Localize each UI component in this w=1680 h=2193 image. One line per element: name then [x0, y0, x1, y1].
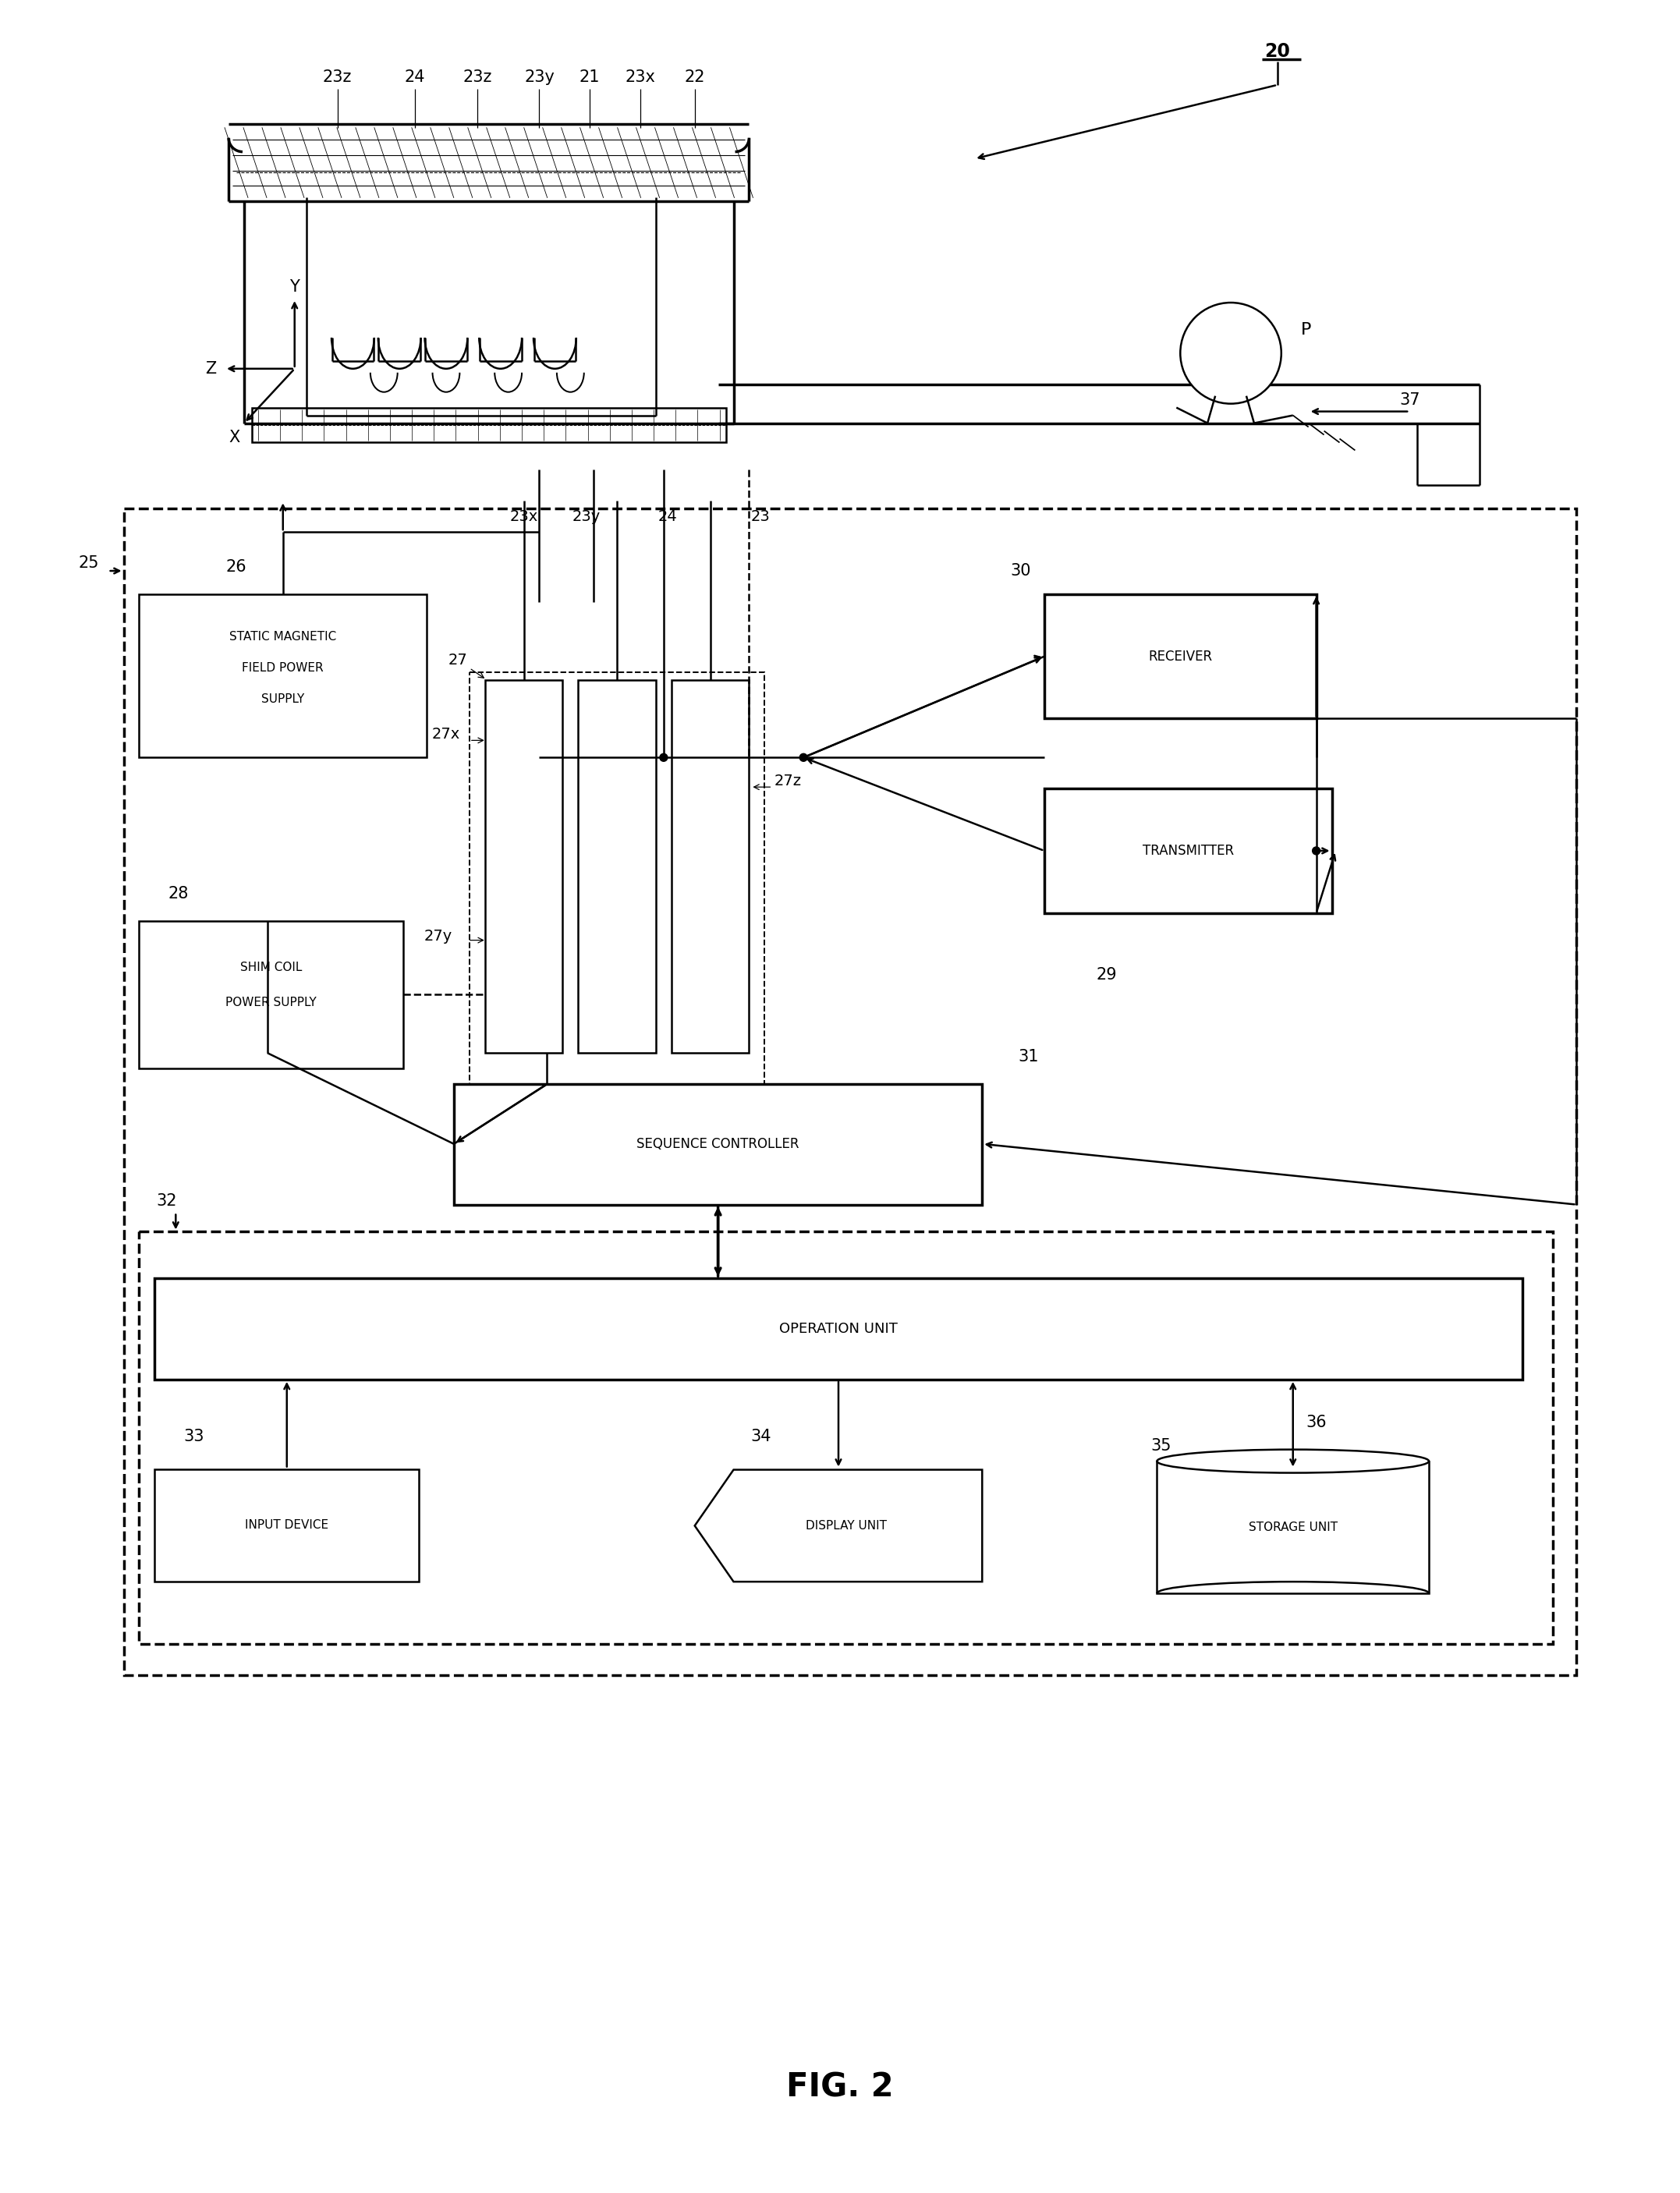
- Text: 23x: 23x: [625, 70, 655, 86]
- Text: 20: 20: [1265, 42, 1290, 61]
- Bar: [139, 594, 427, 757]
- Circle shape: [1312, 846, 1320, 855]
- Text: TRANSMITTER: TRANSMITTER: [1142, 844, 1233, 857]
- Bar: [155, 1469, 418, 1581]
- Text: 24: 24: [405, 70, 425, 86]
- Text: 35: 35: [1151, 1439, 1171, 1454]
- Text: 27y: 27y: [423, 930, 452, 943]
- Text: 23y: 23y: [571, 509, 600, 524]
- Text: FIELD POWER: FIELD POWER: [242, 662, 324, 673]
- Text: Y: Y: [289, 279, 299, 294]
- Text: 25: 25: [79, 555, 99, 570]
- Text: 34: 34: [751, 1428, 771, 1445]
- Circle shape: [800, 754, 808, 761]
- Text: X: X: [228, 430, 240, 445]
- Text: 37: 37: [1399, 393, 1420, 408]
- Bar: [486, 680, 563, 1053]
- Bar: [1045, 594, 1315, 719]
- Text: OPERATION UNIT: OPERATION UNIT: [780, 1322, 897, 1336]
- Text: 27: 27: [449, 654, 467, 667]
- Text: 31: 31: [1018, 1048, 1040, 1064]
- Text: POWER SUPPLY: POWER SUPPLY: [225, 996, 318, 1009]
- Text: 28: 28: [168, 886, 188, 901]
- Text: INPUT DEVICE: INPUT DEVICE: [245, 1520, 329, 1531]
- Text: 33: 33: [183, 1428, 203, 1445]
- Circle shape: [1181, 303, 1282, 404]
- Bar: [252, 408, 726, 443]
- Bar: [1045, 789, 1332, 912]
- Ellipse shape: [1158, 1450, 1430, 1474]
- Text: 36: 36: [1305, 1414, 1327, 1430]
- Text: Z: Z: [205, 362, 217, 377]
- Text: 32: 32: [156, 1193, 176, 1208]
- Bar: [139, 921, 403, 1068]
- Bar: [672, 680, 749, 1053]
- Text: 24: 24: [659, 509, 677, 524]
- Text: SUPPLY: SUPPLY: [262, 693, 304, 704]
- Text: 27z: 27z: [774, 774, 801, 787]
- Text: 29: 29: [1095, 967, 1117, 982]
- Text: 23x: 23x: [509, 509, 538, 524]
- Bar: [469, 671, 764, 1123]
- Text: DISPLAY UNIT: DISPLAY UNIT: [806, 1520, 887, 1531]
- Bar: [139, 1232, 1554, 1645]
- Text: 27x: 27x: [432, 726, 460, 741]
- Text: STORAGE UNIT: STORAGE UNIT: [1248, 1522, 1337, 1533]
- Circle shape: [660, 754, 667, 761]
- Text: 23z: 23z: [462, 70, 492, 86]
- Text: 26: 26: [225, 559, 247, 575]
- Bar: [578, 680, 655, 1053]
- Polygon shape: [696, 1469, 983, 1581]
- Text: 21: 21: [580, 70, 600, 86]
- Bar: [155, 1279, 1522, 1379]
- Bar: [1158, 1461, 1430, 1594]
- Text: 23y: 23y: [524, 70, 554, 86]
- Text: FIG. 2: FIG. 2: [786, 2070, 894, 2103]
- Text: STATIC MAGNETIC: STATIC MAGNETIC: [230, 632, 336, 643]
- Bar: [454, 1083, 983, 1204]
- Text: 22: 22: [684, 70, 706, 86]
- Text: SHIM COIL: SHIM COIL: [240, 961, 302, 974]
- Text: 23: 23: [751, 509, 771, 524]
- Text: SEQUENCE CONTROLLER: SEQUENCE CONTROLLER: [637, 1136, 800, 1151]
- Text: 23z: 23z: [323, 70, 351, 86]
- Text: RECEIVER: RECEIVER: [1147, 649, 1213, 664]
- Text: P: P: [1300, 322, 1310, 338]
- Text: 30: 30: [1011, 564, 1032, 579]
- Bar: [124, 509, 1576, 1675]
